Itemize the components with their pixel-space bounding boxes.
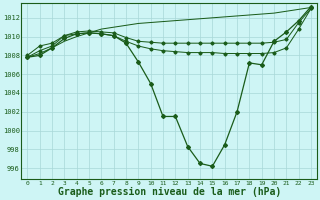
X-axis label: Graphe pression niveau de la mer (hPa): Graphe pression niveau de la mer (hPa): [58, 187, 281, 197]
